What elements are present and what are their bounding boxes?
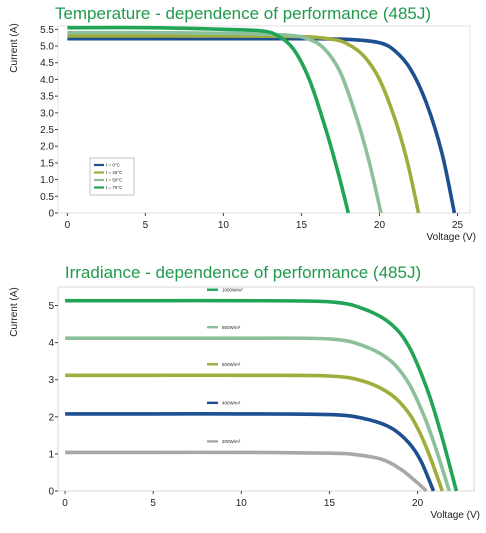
series-line-2 [67, 34, 421, 214]
y-tick-label: 4.0 [40, 75, 54, 86]
chart-title-irradiance: Irradiance - dependence of performance (… [64, 263, 422, 282]
y-tick-label: 0 [48, 209, 54, 220]
y-tick-label: 2 [48, 412, 54, 423]
series-label: 200W/m² [222, 439, 241, 444]
chart-title-temperature: Temperature - dependence of performance … [54, 4, 432, 23]
legend-entry: t = 50°C [106, 178, 123, 183]
series-label: 800W/m² [222, 325, 241, 330]
x-tick-label: 15 [324, 498, 336, 509]
y-tick-label: 0.5 [40, 192, 54, 203]
x-tick-label: 0 [65, 220, 71, 231]
y-axis-label: Current (A) [9, 287, 20, 336]
series-line-5 [65, 450, 428, 493]
series-line-4 [65, 412, 436, 492]
y-tick-label: 3.0 [40, 108, 54, 119]
y-tick-label: 3 [48, 375, 54, 386]
x-tick-label: 5 [143, 220, 149, 231]
series-label: 400W/m² [222, 400, 241, 405]
y-tick-label: 5 [48, 301, 54, 312]
x-axis-label: Voltage (V) [427, 232, 476, 243]
y-tick-label: 0 [48, 487, 54, 498]
series-line-2 [65, 336, 452, 492]
y-tick-label: 2.0 [40, 142, 54, 153]
x-tick-label: 25 [452, 220, 464, 231]
y-tick-label: 4.5 [40, 58, 54, 69]
y-tick-label: 5.0 [40, 42, 54, 53]
x-tick-label: 5 [150, 498, 156, 509]
legend-entry: t = 0°C [106, 163, 121, 168]
series-line-1 [67, 36, 457, 214]
y-tick-label: 1.0 [40, 175, 54, 186]
y-tick-label: 3.5 [40, 92, 54, 103]
x-tick-label: 20 [412, 498, 424, 509]
x-tick-label: 10 [218, 220, 230, 231]
plot-frame [57, 25, 471, 214]
series-line-4 [67, 25, 351, 214]
y-tick-label: 4 [48, 338, 54, 349]
x-axis-label: Voltage (V) [431, 510, 480, 521]
x-tick-label: 0 [62, 498, 68, 509]
plot-frame [57, 286, 475, 492]
x-tick-label: 10 [236, 498, 248, 509]
series-line-3 [67, 30, 383, 214]
y-tick-label: 1.5 [40, 158, 54, 169]
legend-entry: t = 75°C [106, 185, 123, 190]
y-tick-label: 2.5 [40, 125, 54, 136]
series-label: 600W/m² [222, 362, 241, 367]
y-axis-label: Current (A) [9, 23, 20, 72]
legend-entry: t = 25°C [106, 170, 123, 175]
series-line-3 [65, 373, 444, 492]
series-line-1 [65, 298, 459, 492]
x-tick-label: 20 [374, 220, 386, 231]
y-tick-label: 5.5 [40, 25, 54, 36]
y-tick-label: 1 [48, 449, 54, 460]
series-label: 1000W/m² [222, 287, 243, 292]
x-tick-label: 15 [296, 220, 308, 231]
temperature-chart: 0 5 10 15 20 25 0 0.5 1.0 1.5 2.0 2.5 3.0 3.5 4.0 4.5 5.… [9, 23, 476, 243]
